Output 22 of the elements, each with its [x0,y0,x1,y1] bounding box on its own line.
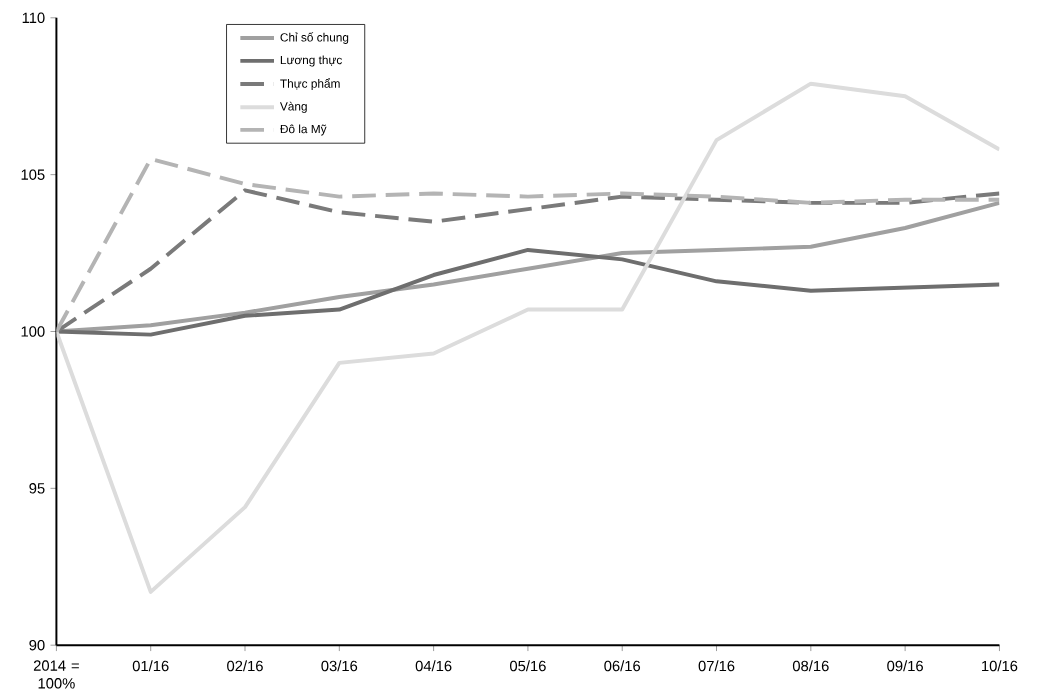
x-tick-label: 02/16 [227,660,263,672]
x-tick-label: 07/16 [698,660,735,672]
legend-label: Đô la Mỹ [280,124,327,136]
x-tick-label: 09/16 [887,660,923,672]
y-tick-label: 110 [22,12,45,24]
x-tick-label: 10/16 [982,660,1018,672]
y-tick-label: 105 [21,169,45,181]
x-tick-label: 05/16 [510,660,546,672]
y-tick-label: 100 [21,326,45,337]
legend-label: Chỉ số chung [280,32,349,45]
legend-label: Thực phẩm [280,78,340,91]
line-series [56,157,1000,334]
x-tick-label: 08/16 [792,660,829,672]
legend-label: Lương thực [280,55,342,67]
x-tick-label: 01/16 [132,660,169,672]
y-tick-label: 90 [29,640,45,651]
x-tick-label: 03/16 [321,660,358,672]
x-tick-label: 04/16 [415,660,452,672]
x-tick-label: 2014 = 100% [33,660,79,689]
y-tick-label: 95 [29,483,45,494]
x-tick-label: 06/16 [604,660,641,672]
legend-label: Vàng [279,101,307,114]
